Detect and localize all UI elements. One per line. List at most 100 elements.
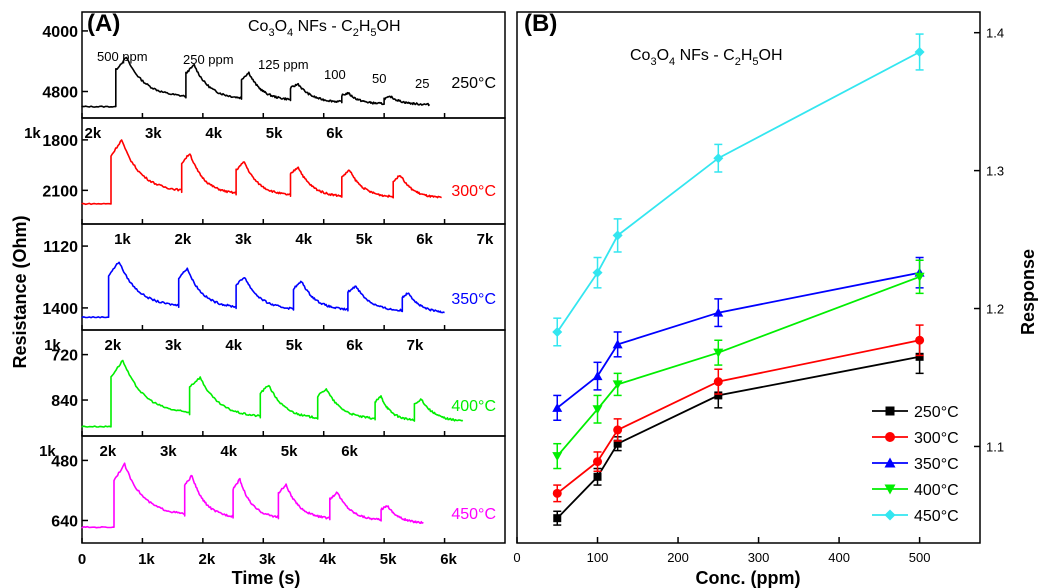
conc-annotation-250: 250 ppm [183,52,234,67]
x-tick-label: 1k [138,551,155,568]
data-point [552,488,562,498]
y-tick-label: 1120 [43,239,78,256]
x-tick-label: 300 [748,550,770,565]
x-tick-label: 5k [281,443,298,460]
x-tick-label: 3k [145,125,162,142]
x-tick-label: 3k [235,231,252,248]
x-tick-label: 4k [319,551,336,568]
series-line-300C [81,139,442,206]
y-tick-label: 1.1 [986,439,1004,454]
panel-b-label: (B) [524,10,557,37]
conc-annotation-125: 125 ppm [258,57,309,72]
x-tick-label: 2k [100,443,117,460]
x-tick-label: 5k [380,551,397,568]
temperature-label: 450°C [451,506,496,523]
legend-label: 300°C [914,430,959,447]
x-tick-label: 7k [407,337,424,354]
temperature-label: 400°C [451,398,496,415]
data-point [592,371,603,381]
y-tick-label: 1400 [42,301,78,318]
data-point [885,406,895,416]
series-line-300C [556,339,920,495]
y-tick-label: 1.4 [986,26,1004,41]
x-tick-label: 0 [513,550,520,565]
x-tick-label: 2k [175,231,192,248]
x-tick-label: 5k [286,337,303,354]
series-line-250C [556,355,920,519]
y-tick-label: 1.3 [986,164,1004,179]
data-point [713,348,724,358]
temperature-label: 300°C [451,183,496,200]
data-point [915,352,924,361]
panel-a-ylabel: Resistance (Ohm) [10,215,30,368]
series-line-250C [81,56,431,108]
x-tick-label: 1k [114,231,131,248]
x-tick-label: 0 [78,551,86,568]
x-tick-label: 500 [909,550,931,565]
x-tick-label: 3k [259,551,276,568]
data-point [612,339,623,349]
x-tick-label: 100 [587,550,609,565]
series-line-400C [81,359,464,428]
y-tick-label: 480 [51,453,78,470]
x-tick-label: 5k [266,125,283,142]
y-tick-label: 640 [51,513,78,530]
data-point [885,432,895,442]
data-point [714,391,723,400]
panel-b-plot: 0 100 200 300 400 500 1.1 1.2 1.3 1.4 250°C 300°C 35… [513,11,1004,565]
data-point [713,377,723,387]
x-tick-label: 4k [205,125,222,142]
data-point [613,439,622,448]
y-tick-label: 4000 [42,24,78,41]
legend-label: 350°C [914,456,959,473]
conc-annotation-500: 500 ppm [97,49,148,64]
panel-b-ylabel: Response [1018,249,1038,335]
panel-b-title: Co3O4 NFs - C2H5OH [630,47,783,68]
x-tick-label: 2k [105,337,122,354]
x-tick-label: 1k [24,125,41,142]
y-tick-label: 1800 [42,133,78,150]
series-line-450C [556,51,921,333]
panel-b-frame [516,11,981,544]
x-tick-label: 2k [199,551,216,568]
panel-a-label: (A) [87,10,120,37]
x-tick-label: 400 [828,550,850,565]
data-point [592,405,603,415]
x-tick-label: 6k [416,231,433,248]
conc-annotation-25: 25 [415,76,429,91]
conc-annotation-100: 100 [324,67,346,82]
x-tick-label: 4k [220,443,237,460]
x-tick-label: 1k [39,443,56,460]
legend-label: 250°C [914,404,959,421]
temperature-label: 250°C [451,75,496,92]
data-point [593,457,603,467]
temperature-label: 350°C [451,291,496,308]
data-point [915,335,925,345]
x-tick-label: 4k [295,231,312,248]
panel-b-xlabel: Conc. (ppm) [696,568,801,588]
data-point [884,484,896,495]
data-point [592,267,603,278]
series-line-450C [81,462,424,529]
legend-label: 400°C [914,482,959,499]
data-point [552,402,563,412]
series-line-350C [81,261,445,319]
x-tick-label: 6k [440,551,457,568]
y-tick-label: 720 [51,348,78,365]
data-point [884,457,896,468]
panel-a-xlabel: Time (s) [232,568,301,588]
x-tick-label: 200 [667,550,689,565]
legend-label: 450°C [914,508,959,525]
x-tick-label: 4k [225,337,242,354]
data-point [552,326,563,337]
y-tick-label: 840 [51,393,78,410]
x-tick-label: 3k [160,443,177,460]
series-line-350C [556,271,920,409]
y-tick-label: 1.2 [986,302,1004,317]
data-point [914,46,925,57]
x-tick-label: 5k [356,231,373,248]
data-point [914,272,925,282]
data-point [553,514,562,523]
